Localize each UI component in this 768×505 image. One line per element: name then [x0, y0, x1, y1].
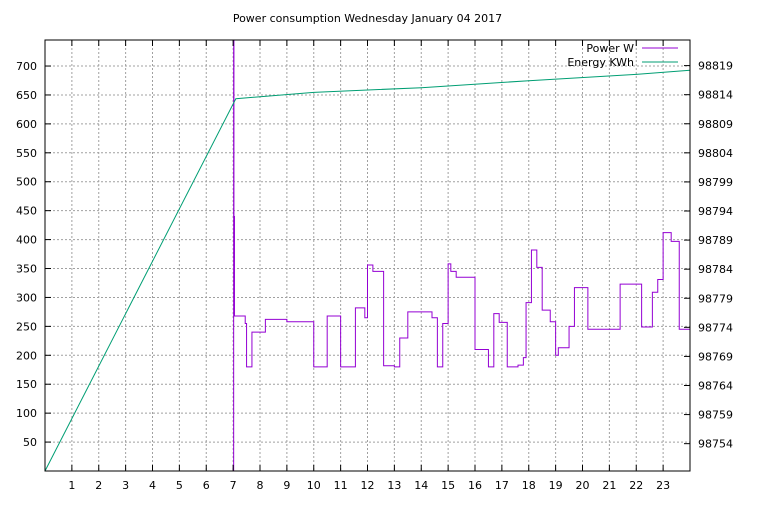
x-tick-label: 23 — [656, 479, 670, 492]
x-tick-label: 3 — [122, 479, 129, 492]
y-left-tick-label: 650 — [16, 89, 37, 102]
x-tick-label: 19 — [549, 479, 563, 492]
y-left-tick-label: 550 — [16, 147, 37, 160]
y-right-tick-label: 98779 — [698, 292, 733, 305]
x-tick-label: 20 — [576, 479, 590, 492]
y-left-tick-label: 50 — [23, 436, 37, 449]
power-series-line — [45, 39, 690, 472]
x-tick-label: 21 — [602, 479, 616, 492]
y-left-tick-label: 100 — [16, 407, 37, 420]
x-tick-label: 13 — [387, 479, 401, 492]
y-right-tick-label: 98764 — [698, 379, 733, 392]
y-left-tick-label: 600 — [16, 118, 37, 131]
x-tick-label: 1 — [68, 479, 75, 492]
x-tick-label: 14 — [414, 479, 428, 492]
y-right-tick-label: 98809 — [698, 118, 733, 131]
y-right-tick-label: 98789 — [698, 234, 733, 247]
y-right-tick-label: 98774 — [698, 321, 733, 334]
x-tick-label: 5 — [176, 479, 183, 492]
legend-label-power: Power W — [586, 42, 634, 55]
x-tick-label: 16 — [468, 479, 482, 492]
x-tick-label: 11 — [334, 479, 348, 492]
legend: Power W Energy KWh — [567, 42, 678, 69]
y-right-tick-label: 98769 — [698, 350, 733, 363]
y-left-tick-label: 250 — [16, 320, 37, 333]
y-right-tick-label: 98784 — [698, 263, 733, 276]
x-tick-label: 9 — [283, 479, 290, 492]
y-right-tick-label: 98804 — [698, 147, 733, 160]
x-tick-label: 8 — [257, 479, 264, 492]
x-tick-label: 2 — [95, 479, 102, 492]
y-left-tick-label: 350 — [16, 263, 37, 276]
x-tick-label: 17 — [495, 479, 509, 492]
x-tick-label: 10 — [307, 479, 321, 492]
legend-label-energy: Energy KWh — [567, 56, 634, 69]
y-left-tick-label: 300 — [16, 291, 37, 304]
y-left-tick-label: 500 — [16, 176, 37, 189]
y-left-tick-label: 450 — [16, 205, 37, 218]
x-tick-label: 4 — [149, 479, 156, 492]
energy-series-line — [44, 69, 691, 472]
x-tick-label: 6 — [203, 479, 210, 492]
x-tick-label: 18 — [522, 479, 536, 492]
axis-layer: 1 2 3 4 5 6 7 8 9 10 11 12 13 14 15 16 17 18 19 20 21 22 23501… — [16, 40, 733, 492]
y-right-tick-label: 98799 — [698, 176, 733, 189]
y-left-tick-label: 150 — [16, 378, 37, 391]
x-tick-label: 22 — [629, 479, 643, 492]
x-tick-label: 7 — [230, 479, 237, 492]
series-layer — [44, 39, 691, 472]
x-tick-label: 12 — [361, 479, 375, 492]
y-left-tick-label: 200 — [16, 349, 37, 362]
grid-layer — [45, 40, 690, 471]
y-right-tick-label: 98814 — [698, 89, 733, 102]
y-left-tick-label: 700 — [16, 60, 37, 73]
y-right-tick-label: 98754 — [698, 438, 733, 451]
y-right-tick-label: 98759 — [698, 409, 733, 422]
y-right-tick-label: 98794 — [698, 205, 733, 218]
x-tick-label: 15 — [441, 479, 455, 492]
chart-title: Power consumption Wednesday January 04 2… — [233, 12, 502, 25]
y-left-tick-label: 400 — [16, 234, 37, 247]
y-right-tick-label: 98819 — [698, 60, 733, 73]
